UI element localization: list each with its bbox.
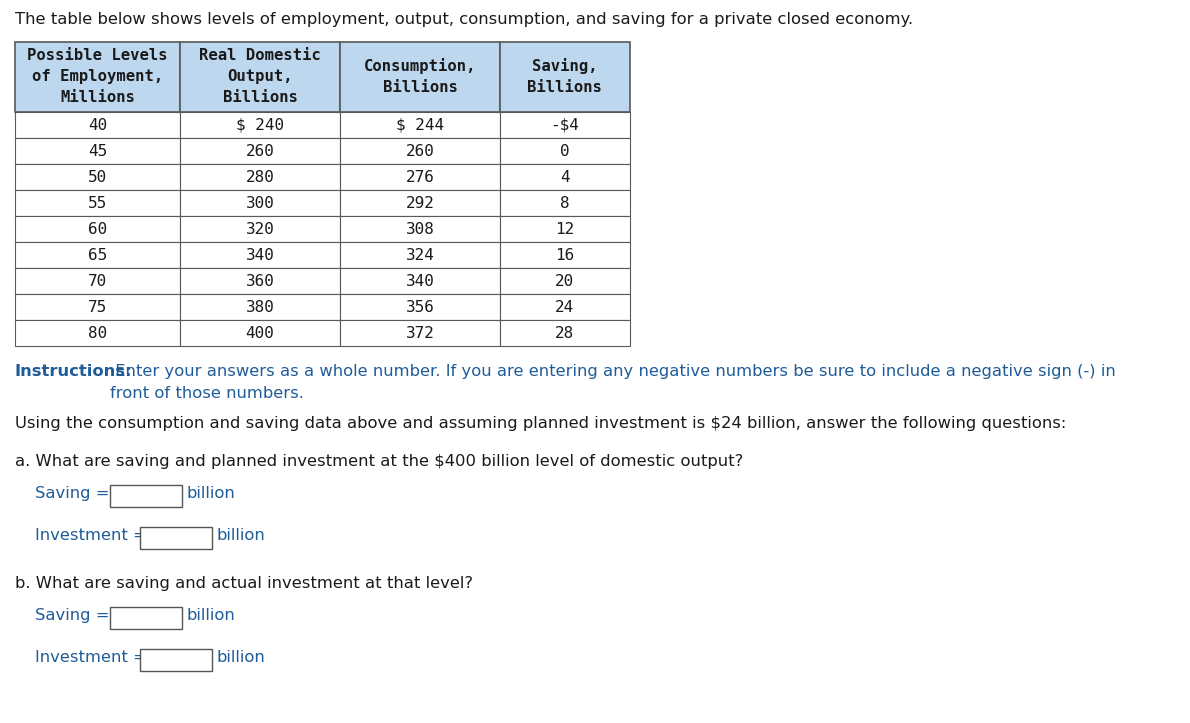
Bar bbox=[180, 138, 340, 164]
Bar bbox=[180, 294, 340, 320]
Bar bbox=[15, 268, 180, 294]
Bar bbox=[15, 190, 180, 216]
Bar bbox=[15, 320, 180, 346]
Text: Instructions:: Instructions: bbox=[15, 364, 132, 379]
Text: 80: 80 bbox=[88, 325, 107, 341]
Text: billion: billion bbox=[187, 486, 236, 501]
Bar bbox=[500, 42, 630, 112]
Text: a. What are saving and planned investment at the $400 billion level of domestic : a. What are saving and planned investmen… bbox=[15, 454, 744, 469]
Bar bbox=[109, 607, 182, 629]
Text: 75: 75 bbox=[88, 299, 107, 315]
Text: 40: 40 bbox=[88, 118, 107, 132]
Bar bbox=[180, 268, 340, 294]
Text: billion: billion bbox=[217, 528, 265, 543]
Text: 20: 20 bbox=[556, 273, 575, 288]
Text: 50: 50 bbox=[88, 169, 107, 184]
Text: 0: 0 bbox=[560, 143, 570, 158]
Bar bbox=[15, 242, 180, 268]
Bar bbox=[340, 138, 500, 164]
Text: 380: 380 bbox=[245, 299, 275, 315]
Bar bbox=[500, 112, 630, 138]
Text: 372: 372 bbox=[406, 325, 434, 341]
Bar bbox=[180, 190, 340, 216]
Bar bbox=[340, 164, 500, 190]
Text: 4: 4 bbox=[560, 169, 570, 184]
Text: Enter your answers as a whole number. If you are entering any negative numbers b: Enter your answers as a whole number. If… bbox=[109, 364, 1116, 401]
Text: 28: 28 bbox=[556, 325, 575, 341]
Text: $ 244: $ 244 bbox=[396, 118, 444, 132]
Bar bbox=[15, 112, 180, 138]
Bar bbox=[15, 216, 180, 242]
Text: 12: 12 bbox=[556, 221, 575, 236]
Bar bbox=[340, 42, 500, 112]
Text: 45: 45 bbox=[88, 143, 107, 158]
Text: 300: 300 bbox=[245, 195, 275, 210]
Text: 8: 8 bbox=[560, 195, 570, 210]
Text: $ 240: $ 240 bbox=[236, 118, 284, 132]
Text: Saving = $: Saving = $ bbox=[35, 608, 125, 623]
Text: 292: 292 bbox=[406, 195, 434, 210]
Bar bbox=[340, 190, 500, 216]
Bar bbox=[340, 320, 500, 346]
Bar bbox=[340, 112, 500, 138]
Text: 320: 320 bbox=[245, 221, 275, 236]
Text: Possible Levels
of Employment,
Millions: Possible Levels of Employment, Millions bbox=[27, 48, 168, 106]
Bar bbox=[500, 190, 630, 216]
Text: 340: 340 bbox=[245, 247, 275, 262]
Text: 55: 55 bbox=[88, 195, 107, 210]
Bar bbox=[180, 164, 340, 190]
Bar bbox=[340, 268, 500, 294]
Bar bbox=[500, 268, 630, 294]
Bar bbox=[140, 527, 212, 549]
Bar bbox=[340, 242, 500, 268]
Bar bbox=[340, 216, 500, 242]
Text: 70: 70 bbox=[88, 273, 107, 288]
Bar bbox=[500, 164, 630, 190]
Text: Investment = $: Investment = $ bbox=[35, 650, 163, 665]
Bar bbox=[15, 138, 180, 164]
Bar bbox=[340, 294, 500, 320]
Text: 280: 280 bbox=[245, 169, 275, 184]
Text: 356: 356 bbox=[406, 299, 434, 315]
Bar bbox=[500, 320, 630, 346]
Bar bbox=[109, 485, 182, 507]
Text: 16: 16 bbox=[556, 247, 575, 262]
Text: Saving = $: Saving = $ bbox=[35, 486, 125, 501]
Text: 360: 360 bbox=[245, 273, 275, 288]
Text: billion: billion bbox=[187, 608, 236, 623]
Text: The table below shows levels of employment, output, consumption, and saving for : The table below shows levels of employme… bbox=[15, 12, 913, 27]
Bar bbox=[15, 164, 180, 190]
Bar bbox=[140, 649, 212, 671]
Text: 308: 308 bbox=[406, 221, 434, 236]
Bar bbox=[500, 216, 630, 242]
Text: 65: 65 bbox=[88, 247, 107, 262]
Text: b. What are saving and actual investment at that level?: b. What are saving and actual investment… bbox=[15, 576, 472, 591]
Text: 340: 340 bbox=[406, 273, 434, 288]
Text: Real Domestic
Output,
Billions: Real Domestic Output, Billions bbox=[199, 48, 321, 106]
Text: 260: 260 bbox=[406, 143, 434, 158]
Text: 400: 400 bbox=[245, 325, 275, 341]
Text: billion: billion bbox=[217, 650, 265, 665]
Text: 260: 260 bbox=[245, 143, 275, 158]
Text: Investment = $: Investment = $ bbox=[35, 528, 163, 543]
Text: Using the consumption and saving data above and assuming planned investment is $: Using the consumption and saving data ab… bbox=[15, 416, 1066, 431]
Text: Saving,
Billions: Saving, Billions bbox=[527, 59, 602, 95]
Text: -$4: -$4 bbox=[551, 118, 580, 132]
Bar bbox=[15, 42, 180, 112]
Text: 276: 276 bbox=[406, 169, 434, 184]
Bar bbox=[500, 294, 630, 320]
Bar bbox=[500, 242, 630, 268]
Bar bbox=[180, 320, 340, 346]
Text: 24: 24 bbox=[556, 299, 575, 315]
Text: 60: 60 bbox=[88, 221, 107, 236]
Bar bbox=[180, 242, 340, 268]
Bar bbox=[15, 294, 180, 320]
Bar bbox=[180, 42, 340, 112]
Bar bbox=[180, 216, 340, 242]
Text: 324: 324 bbox=[406, 247, 434, 262]
Bar bbox=[180, 112, 340, 138]
Text: Consumption,
Billions: Consumption, Billions bbox=[364, 59, 476, 95]
Bar bbox=[500, 138, 630, 164]
